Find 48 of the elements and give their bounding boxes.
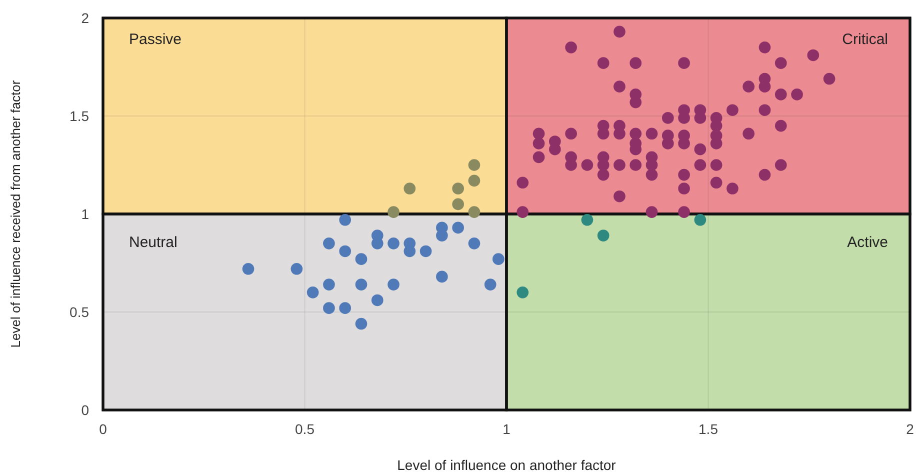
point: [355, 278, 368, 290]
point: [581, 214, 594, 226]
point: [492, 253, 504, 265]
point: [404, 182, 416, 194]
band-label: Critical: [842, 31, 888, 48]
point: [388, 206, 400, 218]
point: [242, 262, 254, 275]
point: [468, 159, 480, 171]
point: [388, 237, 400, 250]
point: [339, 245, 352, 258]
point: [694, 214, 706, 226]
point: [371, 294, 384, 306]
point: [339, 214, 352, 226]
point: [452, 222, 464, 234]
y-axis-title: Level of influence received from another factor: [8, 80, 23, 348]
y-tick-label: 0.5: [70, 304, 90, 320]
y-tick-label: 2: [81, 10, 90, 26]
point: [468, 237, 480, 250]
point: [468, 206, 480, 218]
point: [468, 174, 480, 187]
point: [323, 302, 335, 314]
x-tick-label: 0: [99, 421, 108, 437]
point: [339, 302, 352, 314]
point: [355, 253, 368, 265]
point: [452, 198, 464, 210]
point: [436, 270, 448, 283]
point: [306, 286, 319, 298]
x-tick-label: 2: [906, 421, 914, 437]
point: [452, 182, 464, 194]
x-tick-label: 0.5: [295, 421, 315, 437]
point: [290, 262, 303, 275]
point: [323, 237, 335, 250]
point: [597, 230, 610, 242]
band-label: Passive: [129, 31, 182, 48]
point: [516, 286, 529, 298]
x-axis-title: Level of influence on another factor: [397, 457, 616, 473]
point: [420, 245, 432, 258]
band-label: Neutral: [129, 234, 178, 251]
y-tick-label: 1.5: [70, 108, 90, 124]
point: [484, 278, 496, 290]
point: [355, 318, 368, 330]
point: [388, 278, 400, 290]
x-tick-label: 1.5: [698, 421, 718, 437]
y-tick-label: 0: [81, 402, 90, 418]
band-label: Active: [847, 234, 888, 251]
x-tick-label: 1: [502, 421, 511, 437]
y-tick-label: 1: [81, 206, 90, 222]
point: [323, 278, 335, 290]
